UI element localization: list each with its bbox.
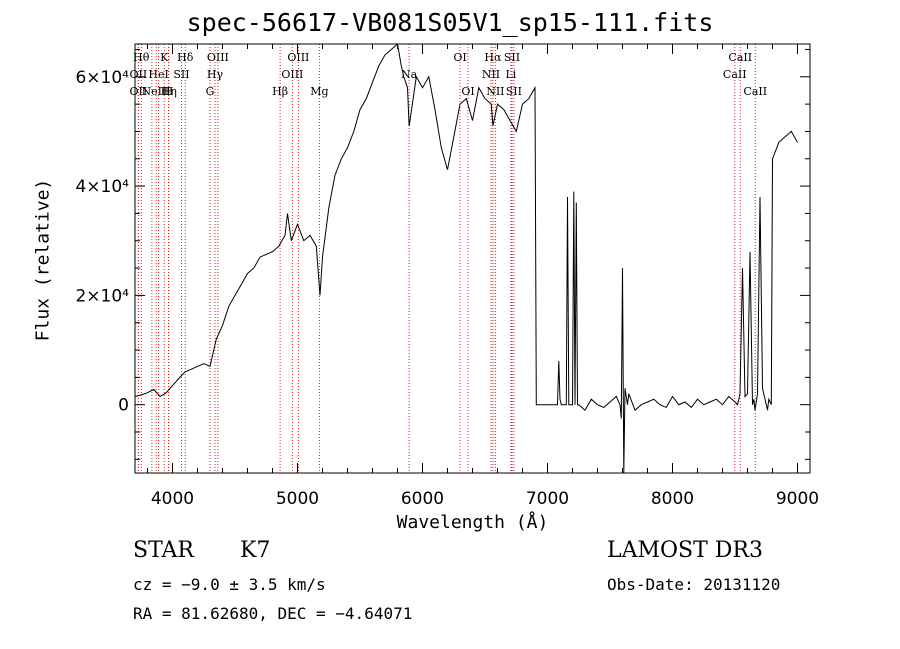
line-marker-label: Hδ: [177, 51, 194, 64]
y-tick-label: 4×10⁴: [75, 177, 129, 197]
line-marker-label: HeI: [148, 68, 168, 81]
line-marker-label: Hθ: [133, 51, 150, 64]
redshift-text: cz = −9.0 ± 3.5 km/s: [133, 575, 326, 594]
line-marker-label: CaII: [723, 68, 747, 81]
line-marker-label: OIII: [207, 51, 229, 64]
line-marker-label: NII: [486, 85, 504, 98]
line-marker-label: Mg: [310, 85, 328, 98]
marker-labels: HθOIIOIINeIIIHeIKHηHSIIHδGHγOIIIHβOIIIOI…: [130, 51, 768, 98]
axis-ticks: 4000 5000 6000 7000 8000 9000 0 2×10⁴ 4×10⁴ 6×10⁴: [75, 44, 819, 509]
x-tick-label: 5000: [276, 489, 319, 509]
line-marker-label: OI: [461, 85, 474, 98]
line-marker-label: Li: [505, 68, 516, 81]
x-axis-label: Wavelength (Å): [396, 512, 549, 533]
line-marker-label: SII: [506, 85, 522, 98]
chart-title: spec-56617-VB081S05V1_sp15-111.fits: [186, 8, 714, 37]
line-marker-label: NII: [482, 68, 500, 81]
x-tick-label: 9000: [776, 489, 819, 509]
line-marker-label: SII: [504, 51, 520, 64]
spectrum-line: [134, 43, 798, 474]
line-marker-label: CaII: [743, 85, 767, 98]
line-marker-label: G: [206, 85, 215, 98]
line-marker-label: Hβ: [272, 85, 288, 98]
x-tick-label: 6000: [401, 489, 444, 509]
line-marker-label: SII: [173, 68, 189, 81]
line-marker-label: OIII: [281, 68, 303, 81]
y-tick-label: 6×10⁴: [75, 68, 129, 88]
obs-date-text: Obs-Date: 20131120: [607, 575, 781, 594]
line-marker-label: CaII: [728, 51, 752, 64]
y-tick-label: 0: [118, 396, 129, 416]
survey-label: LAMOST DR3: [607, 538, 763, 563]
line-marker-label: OII: [130, 68, 148, 81]
line-marker-label: Hγ: [207, 68, 224, 81]
line-marker-label: OIII: [287, 51, 309, 64]
y-tick-label: 2×10⁴: [75, 286, 129, 306]
line-markers: [137, 44, 756, 473]
class-label: STAR: [133, 538, 194, 563]
x-tick-label: 4000: [151, 489, 194, 509]
subclass-label: K7: [240, 538, 271, 563]
x-tick-label: 8000: [651, 489, 694, 509]
line-marker-label: K: [160, 51, 169, 64]
line-marker-label: OI: [453, 51, 466, 64]
x-tick-label: 7000: [526, 489, 569, 509]
plot-frame: [134, 43, 811, 474]
coordinates-text: RA = 81.62680, DEC = −4.64071: [133, 604, 413, 623]
line-marker-label: Hα: [484, 51, 502, 64]
line-marker-label: NeIII: [142, 85, 171, 98]
line-marker-label: Na: [401, 68, 418, 81]
line-marker-label: OII: [130, 85, 148, 98]
line-marker-label: Hη: [161, 85, 177, 98]
y-axis-label: Flux (relative): [32, 178, 54, 342]
line-marker-label: H: [164, 85, 174, 98]
